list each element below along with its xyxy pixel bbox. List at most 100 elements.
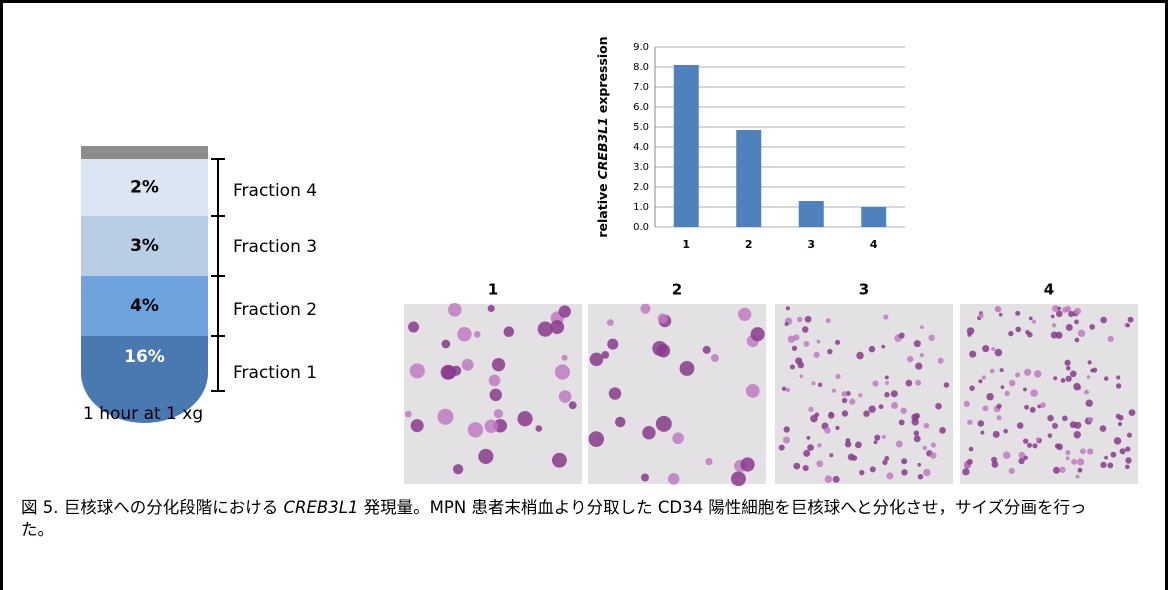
cell (1076, 475, 1080, 479)
cell (829, 453, 833, 457)
cell (1070, 371, 1077, 378)
cell (805, 316, 812, 323)
figure: 2%Fraction 43%Fraction 34%Fraction 216%F… (0, 0, 1168, 590)
cell (868, 405, 875, 412)
cell (1003, 451, 1011, 459)
cell (978, 313, 983, 318)
cell (924, 423, 930, 429)
cell (517, 411, 532, 426)
cell (1070, 421, 1077, 428)
cell (1008, 331, 1013, 336)
cell (640, 304, 650, 314)
cell (835, 426, 839, 430)
cell (855, 441, 862, 448)
cell (1062, 307, 1068, 313)
cell (559, 390, 572, 403)
cell (881, 345, 885, 349)
cell (658, 314, 668, 324)
cell (824, 427, 830, 433)
cell (1017, 422, 1024, 429)
micrograph-label: 3 (859, 281, 869, 299)
cell (982, 345, 989, 352)
cell (802, 326, 808, 332)
cell (939, 427, 946, 434)
figure-graphics: 2%Fraction 43%Fraction 34%Fraction 216%F… (3, 3, 1165, 493)
cell (882, 460, 887, 465)
cell (494, 409, 503, 418)
cell (790, 364, 795, 369)
y-axis-label: relativeCREB3L1expression (595, 36, 610, 237)
cell (1052, 423, 1058, 429)
cell (978, 420, 985, 427)
cell (641, 474, 649, 482)
cell (899, 333, 905, 339)
cell (680, 361, 695, 376)
cell (967, 459, 973, 465)
y-tick-label: 8.0 (633, 62, 649, 73)
cell (1120, 448, 1126, 454)
cell (457, 327, 471, 341)
cell (1125, 465, 1130, 470)
cell (1047, 415, 1054, 422)
cell (1129, 409, 1136, 416)
cell (588, 431, 604, 447)
cell (879, 404, 884, 409)
cell (615, 417, 625, 427)
cell (811, 381, 815, 385)
cell (918, 474, 923, 479)
cell (1066, 456, 1070, 460)
cell (969, 351, 976, 358)
cell (810, 415, 818, 423)
cell (991, 347, 995, 351)
micrograph (775, 304, 953, 484)
cell (1125, 457, 1131, 463)
cell (1118, 415, 1124, 421)
cell (1073, 383, 1081, 391)
caption-gene: CREB3L1 (283, 498, 358, 517)
y-axis-label-part: relative (595, 183, 610, 237)
cell (488, 305, 495, 312)
cell (1066, 324, 1073, 331)
cell (806, 436, 810, 440)
x-tick-label: 3 (807, 238, 815, 251)
cell (920, 353, 924, 357)
cell (1078, 468, 1083, 473)
cell (885, 375, 889, 379)
cell (930, 452, 937, 459)
cell (489, 375, 501, 387)
cell (1055, 444, 1060, 449)
fraction-label: Fraction 1 (233, 363, 317, 383)
cell (437, 409, 453, 425)
cell (962, 468, 969, 475)
cell (980, 431, 984, 435)
cell (833, 476, 840, 483)
figure-caption: 図 5. 巨核球への分化段階における CREB3L1 発現量。MPN 患者末梢血… (21, 497, 1101, 541)
cell (1000, 368, 1004, 372)
cell (559, 305, 571, 317)
cell (828, 412, 835, 419)
cell (784, 426, 790, 432)
cell (990, 369, 995, 374)
cell (1089, 324, 1095, 330)
cell (441, 365, 456, 380)
cell (869, 346, 875, 352)
cell (783, 437, 790, 444)
cell (1087, 375, 1091, 379)
cell (1057, 307, 1061, 311)
bar (674, 65, 699, 227)
cell (1032, 443, 1037, 448)
cell (856, 352, 864, 360)
y-tick-label: 5.0 (633, 122, 649, 133)
cell (462, 359, 474, 371)
cell (901, 408, 907, 414)
cell (1126, 323, 1130, 327)
cell (1009, 468, 1015, 474)
cell (1118, 422, 1122, 426)
cell (609, 387, 621, 399)
tube-caption: 1 hour at 1 xg (83, 404, 203, 424)
cell (490, 389, 502, 401)
y-tick-label: 1.0 (633, 202, 649, 213)
cell (817, 340, 821, 344)
cell (997, 415, 1002, 420)
cell (928, 335, 934, 341)
